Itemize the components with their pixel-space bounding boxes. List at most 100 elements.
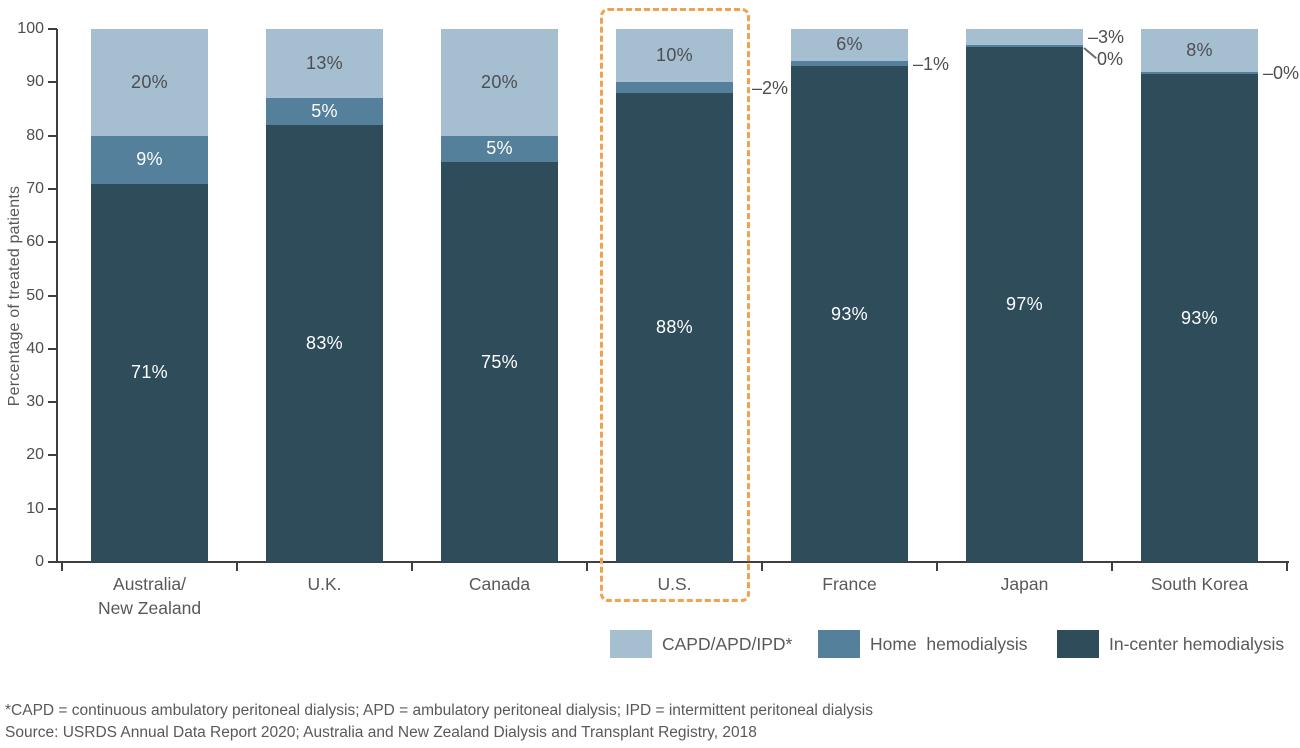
- y-tick: [48, 401, 57, 404]
- y-tick: [48, 347, 57, 350]
- category-label-australia-new-zealand: Australia/ New Zealand: [97, 574, 202, 618]
- y-tick: [48, 507, 57, 510]
- y-tick-label: 90: [26, 73, 44, 91]
- y-tick-label: 20: [26, 446, 44, 464]
- category-label-canada: Canada: [468, 574, 531, 594]
- x-tick: [236, 563, 238, 571]
- bar-value-label: 20%: [131, 71, 168, 92]
- legend-item-in-center-hemodialysis: In-center hemodialysis: [1057, 630, 1297, 658]
- bar-value-label: 5%: [486, 138, 513, 159]
- segment-in-center-hemodialysis-south-korea: 93%: [1141, 74, 1258, 562]
- segment-home-hemodialysis-canada: 5%: [441, 135, 558, 163]
- y-tick: [48, 134, 57, 137]
- segment-capd-apd-ipd-japan: [966, 29, 1083, 45]
- category-label-south-korea: South Korea: [1150, 574, 1249, 594]
- footnote-abbreviations: *CAPD = continuous ambulatory peritoneal…: [5, 702, 873, 719]
- segment-capd-apd-ipd-canada: 20%: [441, 29, 558, 136]
- bar-value-label: 93%: [1181, 307, 1218, 328]
- bar-value-label: 8%: [1186, 39, 1213, 60]
- segment-in-center-hemodialysis-france: 93%: [791, 66, 908, 562]
- y-tick-label: 60: [26, 233, 44, 251]
- y-tick: [48, 187, 57, 190]
- bar-south-korea: 8% 93%: [1141, 29, 1258, 562]
- y-tick: [48, 294, 57, 297]
- segment-home-hemodialysis-australia-new-zealand: 9%: [91, 135, 208, 184]
- category-label-japan: Japan: [1000, 574, 1049, 594]
- bar-value-label: 88%: [656, 316, 693, 337]
- bar-u-s: 10% 88%: [616, 29, 733, 562]
- bar-value-label: 6%: [836, 34, 863, 55]
- category-label-u-s: U.S.: [657, 574, 692, 594]
- x-axis-line: [56, 561, 1289, 563]
- y-tick-label: 40: [26, 339, 44, 357]
- bar-value-label: 97%: [1006, 294, 1043, 315]
- segment-capd-apd-ipd-australia-new-zealand: 20%: [91, 29, 208, 136]
- bar-u-k: 13% 5% 83%: [266, 29, 383, 562]
- y-tick-label: 50: [26, 286, 44, 304]
- legend-label-in-center-hemodialysis: In-center hemodialysis: [1109, 634, 1285, 654]
- y-tick-label: 0: [35, 553, 44, 570]
- outside-value-label: –3%: [1088, 26, 1125, 47]
- bar-value-label: 83%: [306, 332, 343, 353]
- legend-label-capd: CAPD/APD/IPD*: [662, 634, 793, 654]
- bar-france: 6% 93%: [791, 29, 908, 562]
- segment-home-hemodialysis-u-k: 5%: [266, 98, 383, 125]
- y-tick-label: 70: [26, 179, 44, 197]
- segment-capd-apd-ipd-u-s: 10%: [616, 29, 733, 83]
- y-tick: [48, 454, 57, 457]
- outside-value-label: –2%: [752, 77, 789, 98]
- footnote-source: Source: USRDS Annual Data Report 2020; A…: [5, 724, 757, 741]
- segment-in-center-hemodialysis-australia-new-zealand: 71%: [91, 183, 208, 562]
- segment-home-hemodialysis-france: [791, 60, 908, 67]
- outside-value-label: –0%: [1263, 62, 1300, 83]
- y-tick: [48, 561, 57, 563]
- segment-in-center-hemodialysis-u-k: 83%: [266, 124, 383, 562]
- y-tick: [48, 28, 57, 30]
- x-tick: [761, 563, 763, 571]
- x-tick: [1111, 563, 1113, 571]
- category-label-france: France: [822, 574, 877, 594]
- legend-swatch-capd: [610, 630, 652, 658]
- bar-japan: 97%: [966, 29, 1083, 562]
- y-tick-label: 10: [26, 499, 44, 517]
- outside-value-label: –1%: [913, 53, 950, 74]
- y-tick-label: 80: [26, 126, 44, 144]
- legend-item-capd: CAPD/APD/IPD*: [610, 630, 810, 658]
- segment-capd-apd-ipd-south-korea: 8%: [1141, 29, 1258, 72]
- bar-value-label: 75%: [481, 351, 518, 372]
- segment-in-center-hemodialysis-u-s: 88%: [616, 92, 733, 562]
- y-tick-label: 30: [26, 393, 44, 411]
- x-tick: [61, 563, 63, 571]
- bar-value-label: 71%: [131, 362, 168, 383]
- category-label-u-k: U.K.: [307, 574, 342, 594]
- segment-capd-apd-ipd-u-k: 13%: [266, 29, 383, 99]
- bar-value-label: 13%: [306, 53, 343, 74]
- segment-in-center-hemodialysis-japan: 97%: [966, 47, 1083, 562]
- bar-value-label: 5%: [311, 101, 338, 122]
- highlight-box: [599, 8, 750, 602]
- bar-value-label: 9%: [136, 149, 163, 170]
- segment-home-hemodialysis-south-korea: [1141, 71, 1258, 75]
- segment-home-hemodialysis-u-s: [616, 82, 733, 93]
- bar-canada: 20% 5% 75%: [441, 29, 558, 562]
- leader-line: [1083, 47, 1097, 60]
- y-tick: [48, 81, 57, 84]
- bar-value-label: 20%: [481, 71, 518, 92]
- y-tick-label: 100: [17, 20, 44, 37]
- segment-home-hemodialysis-japan: [966, 44, 1083, 48]
- x-tick: [411, 563, 413, 571]
- y-tick: [48, 241, 57, 244]
- bar-australia-new-zealand: 20% 9% 71%: [91, 29, 208, 562]
- legend-item-home-hemodialysis: Home hemodialysis: [818, 630, 1038, 658]
- bar-value-label: 10%: [656, 45, 693, 66]
- x-tick: [936, 563, 938, 571]
- x-tick: [586, 563, 588, 571]
- legend-label-home-hemodialysis: Home hemodialysis: [870, 634, 1028, 654]
- legend-swatch-home-hemodialysis: [818, 630, 860, 658]
- x-tick: [1286, 563, 1288, 571]
- outside-value-label: 0%: [1097, 49, 1124, 70]
- bar-value-label: 93%: [831, 303, 868, 324]
- legend-swatch-in-center-hemodialysis: [1057, 630, 1099, 658]
- segment-in-center-hemodialysis-canada: 75%: [441, 162, 558, 562]
